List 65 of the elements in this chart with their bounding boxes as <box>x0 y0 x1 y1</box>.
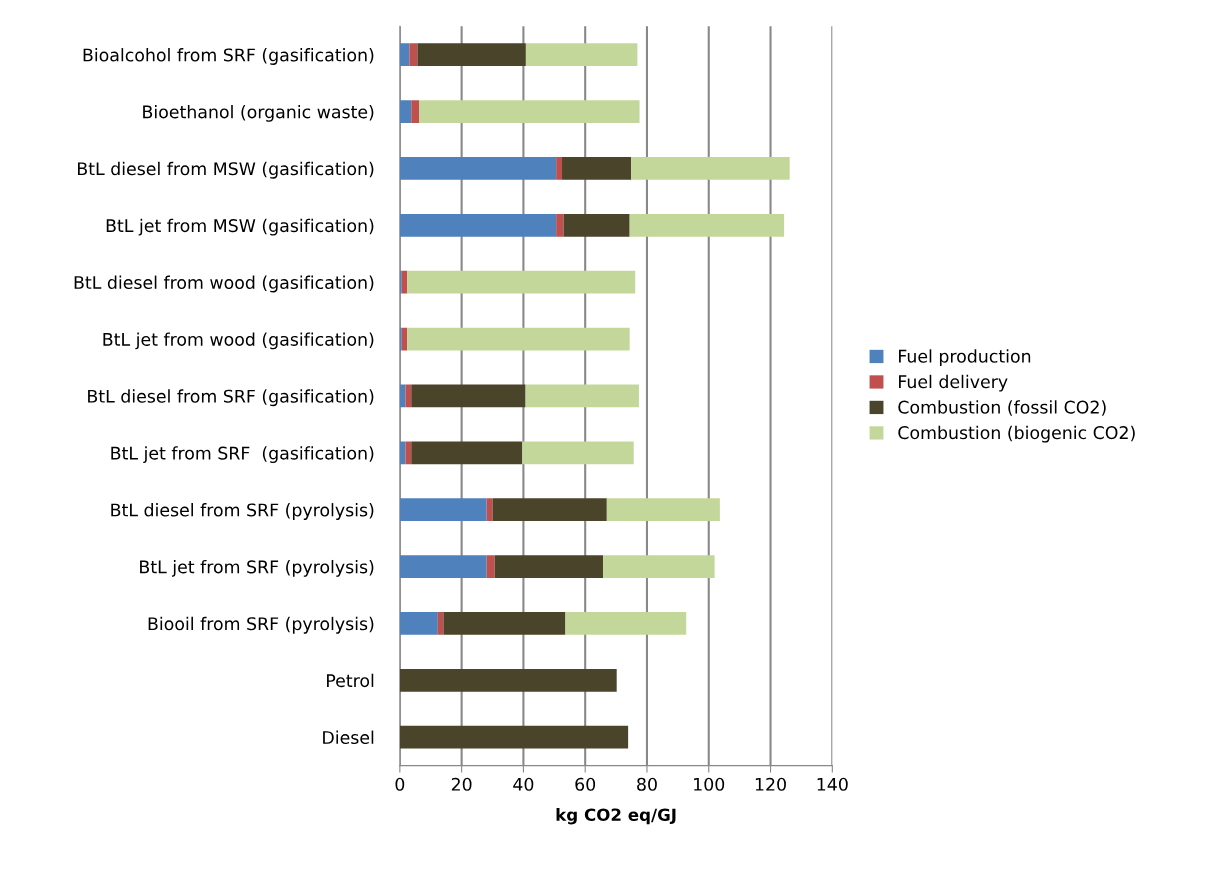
x-tick-label: 60 <box>575 777 596 791</box>
bar <box>411 384 526 408</box>
bar <box>419 100 640 123</box>
y-tick-label: BtL diesel from MSW (gasification) <box>78 161 374 179</box>
bar <box>443 612 566 635</box>
bar <box>525 384 639 408</box>
bar <box>399 157 557 180</box>
legend-label: Combustion (biogenic CO2) <box>898 425 1135 443</box>
legend-label: Fuel delivery <box>899 374 1008 392</box>
bar <box>401 270 408 294</box>
x-tick-label: 40 <box>513 777 534 791</box>
y-tick-label: Petrol <box>327 673 374 688</box>
y-tick-label: Diesel <box>323 730 374 745</box>
bar <box>399 612 438 635</box>
bar <box>405 441 412 465</box>
y-tick-label: Bioalcohol from SRF (gasification) <box>83 48 374 65</box>
bar <box>399 213 557 237</box>
bar <box>399 725 629 749</box>
bar <box>399 43 410 67</box>
legend-label: Fuel production <box>899 349 1031 367</box>
legend-label: Combustion (fossil CO2) <box>898 400 1106 416</box>
x-tick-label: 20 <box>451 777 472 791</box>
bar <box>411 100 419 123</box>
bar <box>492 498 607 522</box>
bar <box>411 441 523 465</box>
x-tick-label: 120 <box>755 777 786 791</box>
bar <box>562 157 632 180</box>
y-tick-label: BtL jet from SRF (pyrolysis) <box>140 559 374 577</box>
bar <box>409 43 418 67</box>
bar <box>563 213 630 237</box>
bar <box>399 100 412 123</box>
x-tick-label: 80 <box>637 777 657 791</box>
y-tick-label: BtL diesel from wood (gasification) <box>74 275 374 293</box>
bar <box>407 327 630 351</box>
bar <box>417 43 526 67</box>
bar <box>399 555 487 578</box>
y-tick-label: BtL jet from MSW (gasification) <box>106 218 374 236</box>
x-axis-title: kg CO2 eq/GJ <box>556 808 676 825</box>
bar <box>399 441 406 465</box>
bar <box>606 498 720 522</box>
bar <box>486 555 495 578</box>
bar <box>525 43 638 67</box>
x-tick-label: 100 <box>694 777 725 791</box>
x-tick-label: 140 <box>817 777 848 791</box>
bar <box>629 213 785 237</box>
bar <box>631 157 790 180</box>
bar <box>399 498 487 522</box>
bar <box>486 498 493 522</box>
bar <box>522 441 634 465</box>
bar <box>399 668 617 692</box>
bar <box>494 555 604 578</box>
bar <box>405 384 412 408</box>
bar <box>407 270 636 294</box>
y-tick-label: BtL jet from SRF (gasification) <box>111 446 374 464</box>
bar <box>556 157 563 180</box>
y-tick-label: BtL diesel from SRF (gasification) <box>88 389 374 407</box>
bar <box>565 612 687 635</box>
bar <box>603 555 715 578</box>
y-tick-label: BtL jet from wood (gasification) <box>103 332 374 350</box>
x-tick-label: 0 <box>395 777 405 791</box>
y-tick-label: Bioethanol (organic waste) <box>143 104 374 122</box>
bar <box>556 213 564 237</box>
y-tick-label: Biooil from SRF (pyrolysis) <box>148 616 374 634</box>
bar <box>437 612 444 635</box>
y-tick-label: BtL diesel from SRF (pyrolysis) <box>111 503 374 520</box>
